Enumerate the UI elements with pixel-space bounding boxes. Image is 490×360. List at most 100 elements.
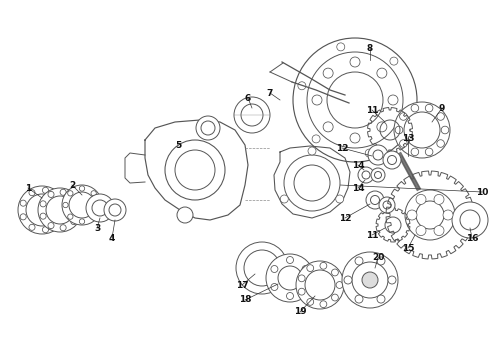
Circle shape [336,282,343,288]
Circle shape [390,57,398,65]
Circle shape [355,257,363,265]
Circle shape [54,194,60,200]
Text: 15: 15 [402,243,414,252]
Circle shape [332,294,339,301]
Circle shape [379,197,395,213]
Text: 14: 14 [352,161,364,170]
Text: 9: 9 [439,104,445,113]
Circle shape [298,82,306,90]
Circle shape [63,202,68,208]
Circle shape [388,95,398,105]
Circle shape [20,214,26,220]
Circle shape [460,210,480,230]
Circle shape [20,200,26,206]
Circle shape [48,192,54,197]
Circle shape [437,113,444,120]
Circle shape [29,190,35,196]
Circle shape [388,156,396,165]
Circle shape [92,200,108,216]
Circle shape [307,298,314,305]
Text: 1: 1 [25,184,31,193]
Circle shape [411,104,418,112]
Circle shape [177,207,193,223]
Circle shape [68,191,73,196]
Circle shape [18,186,66,234]
Circle shape [54,220,60,226]
Circle shape [91,214,97,219]
Polygon shape [274,146,350,218]
Circle shape [377,68,387,78]
Circle shape [43,227,49,233]
Text: 10: 10 [476,188,488,197]
Circle shape [350,57,360,67]
Circle shape [298,275,305,282]
Circle shape [68,214,73,219]
Circle shape [201,121,215,135]
Circle shape [425,104,433,112]
Circle shape [425,148,433,156]
Circle shape [377,122,387,132]
Circle shape [327,72,383,128]
Circle shape [287,292,294,300]
Circle shape [307,265,314,271]
Circle shape [416,194,426,204]
Circle shape [244,250,280,286]
Circle shape [241,104,263,126]
Circle shape [399,140,407,147]
Circle shape [307,52,403,148]
Text: 12: 12 [336,144,348,153]
Circle shape [373,150,383,160]
Circle shape [91,191,97,196]
Circle shape [342,252,398,308]
Text: 7: 7 [267,89,273,98]
Circle shape [40,201,46,207]
Circle shape [43,187,49,193]
Circle shape [69,192,95,218]
Circle shape [365,149,373,157]
Circle shape [308,147,316,155]
Circle shape [266,254,314,302]
Circle shape [236,242,288,294]
Circle shape [305,270,335,300]
Circle shape [362,272,378,288]
Circle shape [62,185,102,225]
Circle shape [271,266,278,273]
Circle shape [287,256,294,264]
Circle shape [377,257,385,265]
Circle shape [109,204,121,216]
Circle shape [407,210,417,220]
Circle shape [404,112,440,148]
Circle shape [60,225,66,231]
Circle shape [394,102,450,158]
Circle shape [302,284,309,291]
Circle shape [298,288,305,295]
Circle shape [271,284,278,291]
Circle shape [323,122,333,132]
Circle shape [404,110,412,118]
Circle shape [366,191,384,209]
Text: 2: 2 [69,180,75,189]
Circle shape [86,194,114,222]
Circle shape [46,196,74,224]
Text: 17: 17 [236,280,248,289]
Text: 11: 11 [366,230,378,239]
Circle shape [79,186,85,191]
Circle shape [355,295,363,303]
Circle shape [312,95,322,105]
Circle shape [332,269,339,276]
Circle shape [443,210,453,220]
Circle shape [350,133,360,143]
Circle shape [294,165,330,201]
Circle shape [441,126,449,134]
Circle shape [71,219,77,225]
Circle shape [284,155,340,211]
Circle shape [234,97,270,133]
Polygon shape [145,120,248,220]
Circle shape [377,295,385,303]
Circle shape [38,188,82,232]
Text: 4: 4 [109,234,115,243]
Text: 19: 19 [294,307,306,316]
Circle shape [79,219,85,224]
Text: 20: 20 [372,253,384,262]
Circle shape [278,266,302,290]
